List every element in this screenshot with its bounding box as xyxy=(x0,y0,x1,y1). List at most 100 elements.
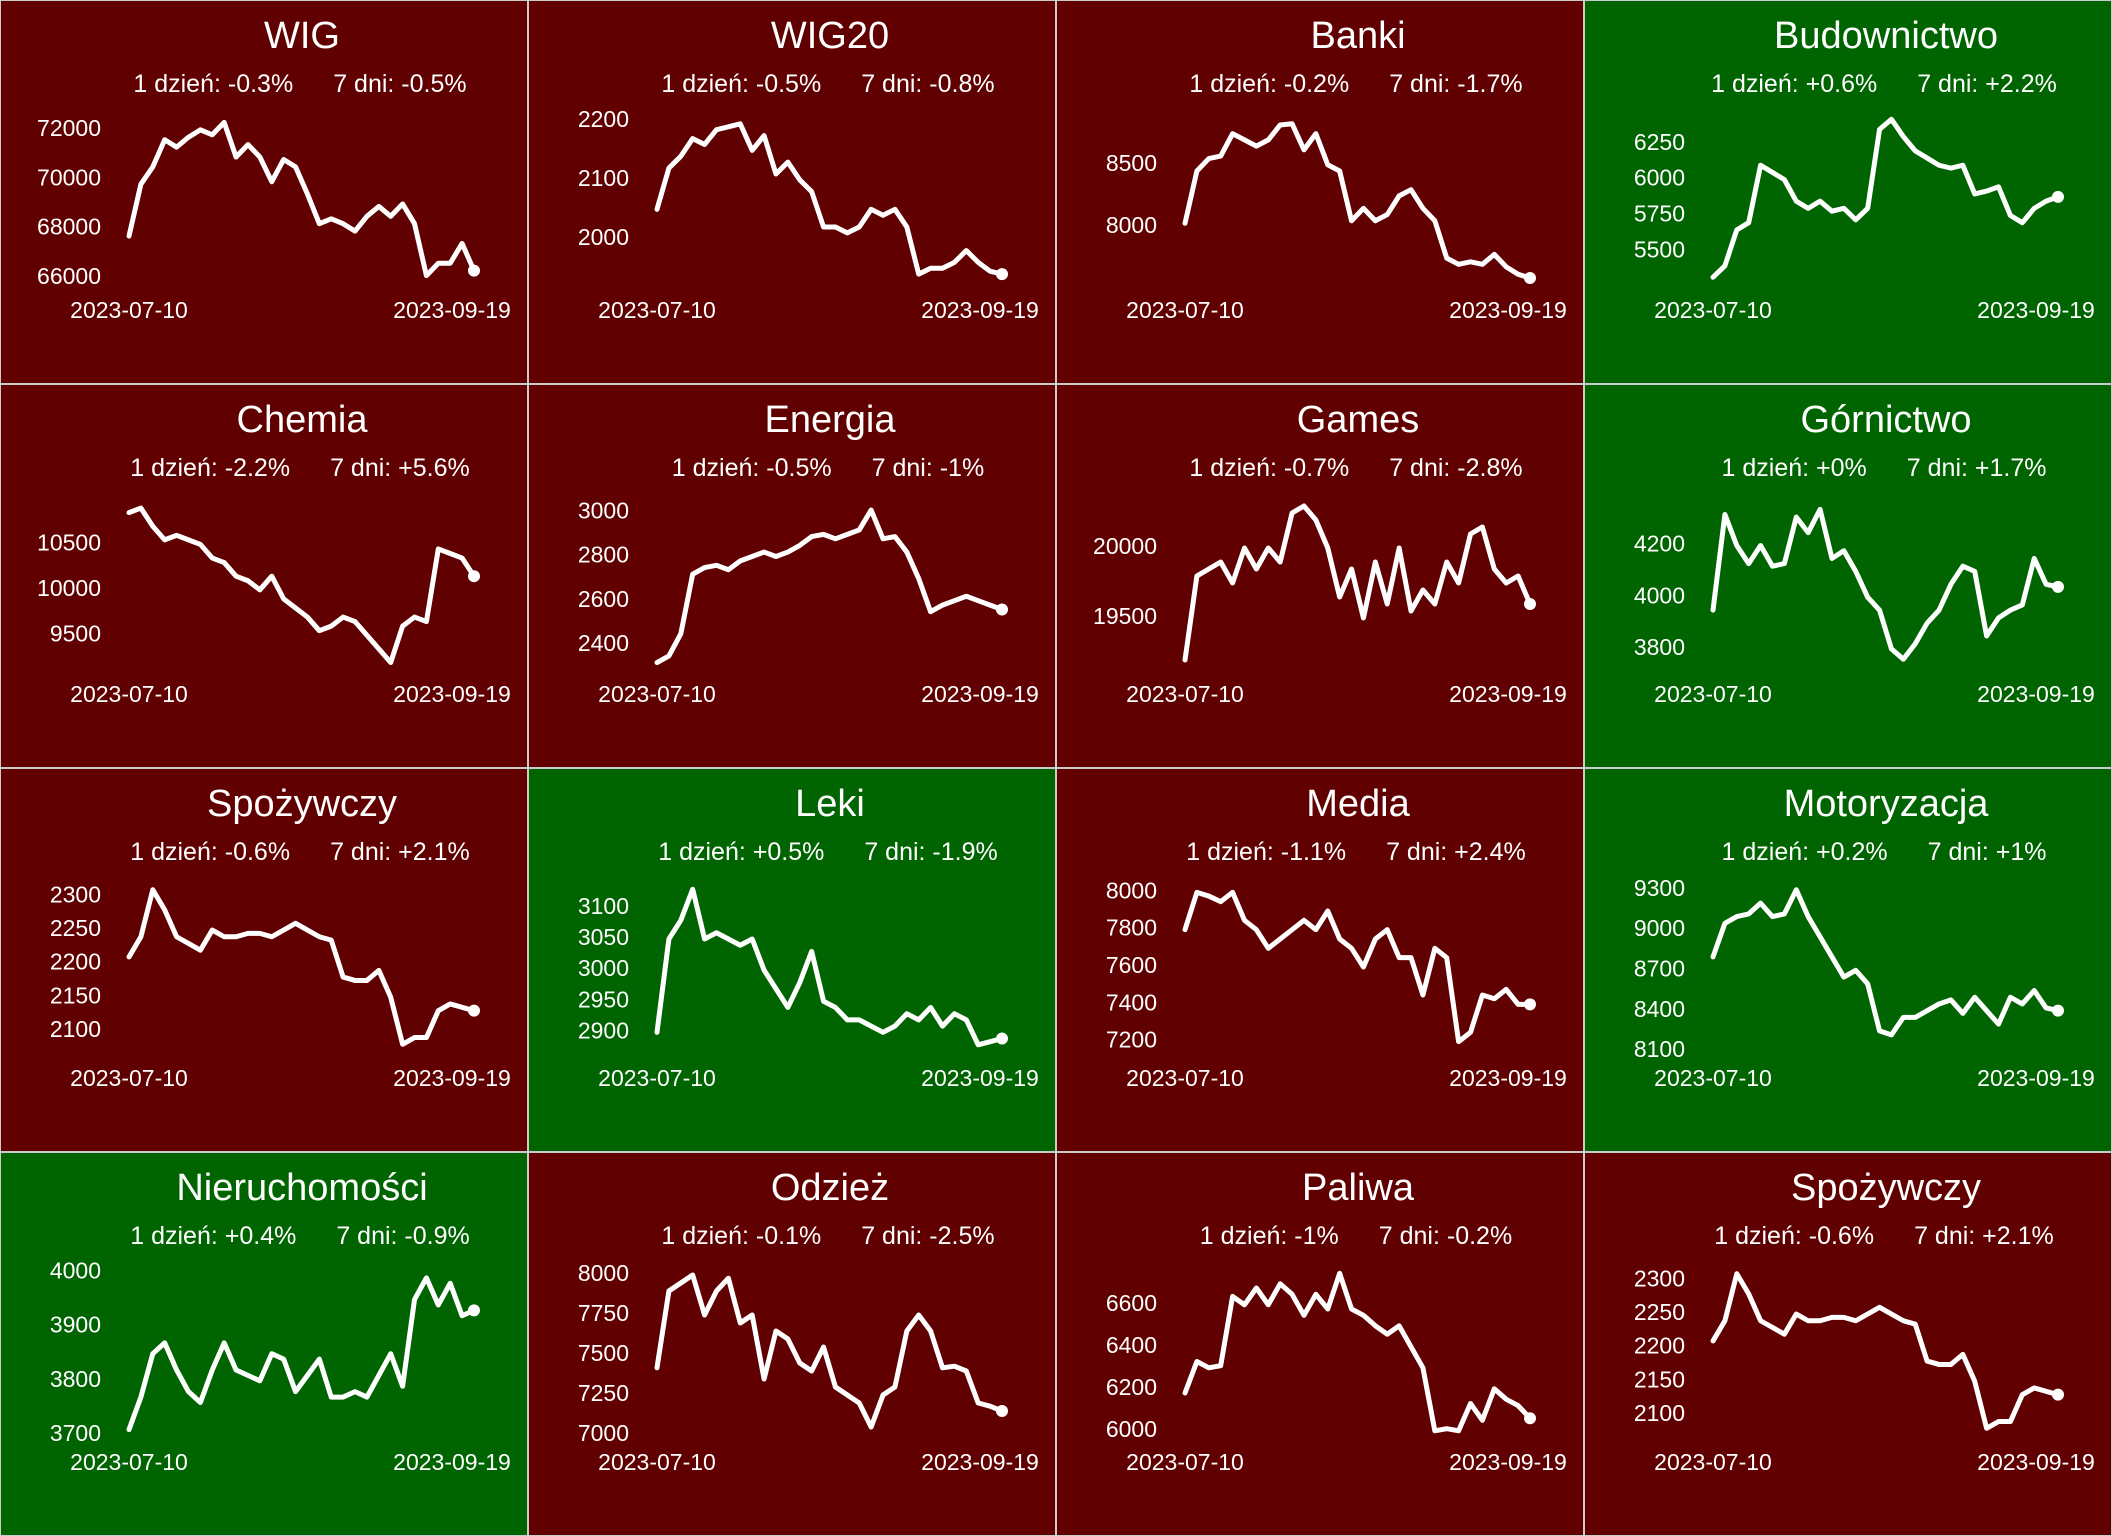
chart-title: Górnictwo xyxy=(1800,399,1971,441)
y-tick-label: 10500 xyxy=(37,529,101,555)
change-7d: 7 dni: +2.1% xyxy=(1914,1222,2054,1250)
y-tick-label: 2300 xyxy=(50,882,101,908)
price-line xyxy=(654,507,1005,666)
y-tick-label: 2600 xyxy=(578,586,629,612)
y-tick-label: 2100 xyxy=(1634,1400,1685,1426)
chart-title: Motoryzacja xyxy=(1784,783,1990,825)
y-tick-label: 3050 xyxy=(578,924,629,950)
change-7d: 7 dni: -1% xyxy=(872,454,985,482)
sector-chart: Energia 1 dzień: -0.5% 7 dni: -1% 2400 2600 2… xyxy=(528,384,1056,768)
y-tick-label: 2950 xyxy=(578,986,629,1012)
change-summary: 1 dzień: +0% 7 dni: +1.7% xyxy=(1722,454,2047,482)
y-tick-label: 8400 xyxy=(1634,996,1685,1022)
change-summary: 1 dzień: -0.5% 7 dni: -0.8% xyxy=(661,70,994,98)
panel-background xyxy=(1056,384,1584,768)
chart-title: WIG xyxy=(264,15,340,57)
x-tick-label: 2023-09-19 xyxy=(921,297,1039,323)
sector-chart: Chemia 1 dzień: -2.2% 7 dni: +5.6% 9500 1000… xyxy=(0,384,528,768)
x-tick-label: 2023-07-10 xyxy=(70,297,188,323)
panel-background xyxy=(1584,1152,2112,1536)
price-line xyxy=(126,119,477,279)
y-tick-label: 8000 xyxy=(1106,212,1157,238)
panel-background xyxy=(0,384,528,768)
price-line xyxy=(1710,887,2061,1038)
last-point xyxy=(468,570,480,583)
change-summary: 1 dzień: -0.6% 7 dni: +2.1% xyxy=(130,838,470,866)
x-tick-label: 2023-07-10 xyxy=(70,1065,188,1091)
y-tick-label: 3900 xyxy=(50,1312,101,1338)
x-tick-label: 2023-07-10 xyxy=(598,681,716,707)
y-tick-label: 7600 xyxy=(1106,952,1157,978)
y-tick-label: 72000 xyxy=(37,115,101,141)
y-tick-label: 5500 xyxy=(1634,236,1685,262)
price-line xyxy=(1710,1271,2061,1431)
change-7d: 7 dni: +5.6% xyxy=(330,454,470,482)
panel-background xyxy=(1056,0,1584,384)
change-summary: 1 dzień: -0.3% 7 dni: -0.5% xyxy=(133,70,466,98)
y-tick-label: 2200 xyxy=(578,106,629,132)
x-tick-label: 2023-07-10 xyxy=(1126,1065,1244,1091)
last-point xyxy=(996,603,1008,616)
change-1d: 1 dzień: -0.5% xyxy=(661,70,821,98)
change-summary: 1 dzień: -0.2% 7 dni: -1.7% xyxy=(1189,70,1522,98)
x-tick-label: 2023-07-10 xyxy=(1126,681,1244,707)
panel-background xyxy=(1584,768,2112,1152)
y-tick-label: 5750 xyxy=(1634,201,1685,227)
x-tick-label: 2023-09-19 xyxy=(921,681,1039,707)
change-1d: 1 dzień: -2.2% xyxy=(130,454,290,482)
y-tick-label: 6000 xyxy=(1106,1416,1157,1442)
sector-chart: Leki 1 dzień: +0.5% 7 dni: -1.9% 2900 2950 30… xyxy=(528,768,1056,1152)
y-tick-label: 7200 xyxy=(1106,1027,1157,1053)
x-tick-label: 2023-07-10 xyxy=(1126,297,1244,323)
y-tick-label: 2250 xyxy=(1634,1299,1685,1325)
change-1d: 1 dzień: -0.2% xyxy=(1189,70,1349,98)
sector-chart: Nieruchomości 1 dzień: +0.4% 7 dni: -0.9% 3… xyxy=(0,1152,528,1536)
sector-chart: Media 1 dzień: -1.1% 7 dni: +2.4% 7200 7400 7… xyxy=(1056,768,1584,1152)
chart-title: Spożywczy xyxy=(207,783,397,825)
y-tick-label: 6400 xyxy=(1106,1332,1157,1358)
price-line xyxy=(654,886,1005,1048)
y-tick-label: 3100 xyxy=(578,893,629,919)
y-tick-label: 7800 xyxy=(1106,915,1157,941)
price-line xyxy=(1710,506,2061,662)
chart-title: Nieruchomości xyxy=(176,1167,427,1209)
panel-background xyxy=(528,768,1056,1152)
change-summary: 1 dzień: +0.2% 7 dni: +1% xyxy=(1722,838,2047,866)
y-tick-label: 6250 xyxy=(1634,129,1685,155)
y-tick-label: 2000 xyxy=(578,224,629,250)
chart-title: Media xyxy=(1306,783,1410,825)
sector-chart: Banki 1 dzień: -0.2% 7 dni: -1.7% 8000 8500 2… xyxy=(1056,0,1584,384)
chart-title: Paliwa xyxy=(1302,1167,1415,1209)
last-point xyxy=(468,264,480,277)
chart-title: WIG20 xyxy=(771,15,889,57)
last-point xyxy=(1524,598,1536,610)
chart-title: Odzież xyxy=(771,1167,889,1209)
y-tick-label: 20000 xyxy=(1093,533,1157,559)
change-1d: 1 dzień: -0.6% xyxy=(1714,1222,1874,1250)
x-tick-label: 2023-09-19 xyxy=(1449,297,1567,323)
x-tick-label: 2023-09-19 xyxy=(1449,1449,1567,1475)
price-line xyxy=(126,1275,477,1433)
change-7d: 7 dni: -0.5% xyxy=(333,70,466,98)
y-tick-label: 19500 xyxy=(1093,603,1157,629)
y-tick-label: 3700 xyxy=(50,1420,101,1446)
y-tick-label: 7000 xyxy=(578,1420,629,1446)
y-tick-label: 7250 xyxy=(578,1380,629,1406)
y-tick-label: 6000 xyxy=(1634,165,1685,191)
x-tick-label: 2023-09-19 xyxy=(393,681,511,707)
change-1d: 1 dzień: +0.6% xyxy=(1711,70,1877,98)
price-line xyxy=(654,121,1005,277)
price-line xyxy=(654,1272,1005,1430)
panel-background xyxy=(528,384,1056,768)
x-tick-label: 2023-09-19 xyxy=(1449,681,1567,707)
panel-background xyxy=(0,0,528,384)
y-tick-label: 8100 xyxy=(1634,1036,1685,1062)
last-point xyxy=(1524,998,1536,1011)
panel-background xyxy=(0,768,528,1152)
sector-chart: Odzież 1 dzień: -0.1% 7 dni: -2.5% 7000 7250… xyxy=(528,1152,1056,1536)
change-summary: 1 dzień: -2.2% 7 dni: +5.6% xyxy=(130,454,470,482)
y-tick-label: 8500 xyxy=(1106,150,1157,176)
change-7d: 7 dni: -2.5% xyxy=(861,1222,994,1250)
chart-title: Energia xyxy=(765,399,897,441)
